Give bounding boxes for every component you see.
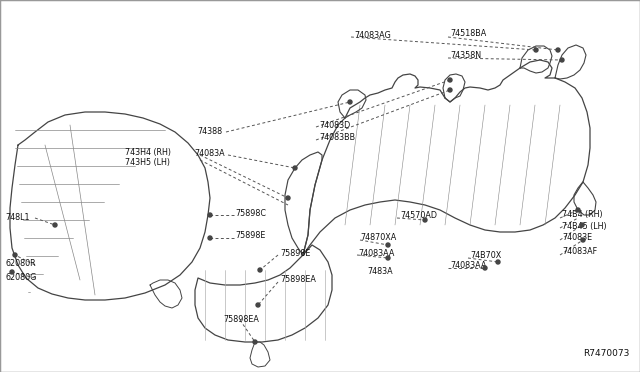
Text: 74518BA: 74518BA bbox=[450, 29, 486, 38]
Circle shape bbox=[348, 100, 352, 104]
Circle shape bbox=[496, 260, 500, 264]
Text: 748L1: 748L1 bbox=[5, 214, 29, 222]
Circle shape bbox=[208, 236, 212, 240]
Text: 74083BB: 74083BB bbox=[319, 134, 355, 142]
Circle shape bbox=[258, 268, 262, 272]
Circle shape bbox=[534, 48, 538, 52]
Circle shape bbox=[256, 303, 260, 307]
Text: 74388: 74388 bbox=[197, 128, 222, 137]
Text: 74B45 (LH): 74B45 (LH) bbox=[562, 221, 607, 231]
Circle shape bbox=[448, 88, 452, 92]
Circle shape bbox=[53, 223, 57, 227]
Circle shape bbox=[286, 196, 290, 200]
Circle shape bbox=[293, 166, 297, 170]
Text: 74083A: 74083A bbox=[195, 148, 225, 157]
Circle shape bbox=[556, 48, 560, 52]
Text: 74083AG: 74083AG bbox=[354, 31, 391, 39]
Text: 74358N: 74358N bbox=[450, 51, 481, 60]
Circle shape bbox=[10, 270, 14, 274]
Text: 7483A: 7483A bbox=[367, 267, 393, 276]
Text: 74B4 (RH): 74B4 (RH) bbox=[562, 211, 603, 219]
Circle shape bbox=[560, 58, 564, 62]
Text: 74083AA: 74083AA bbox=[358, 248, 394, 257]
Text: 743H5 (LH): 743H5 (LH) bbox=[125, 158, 170, 167]
Circle shape bbox=[581, 238, 585, 242]
Text: 62080R: 62080R bbox=[5, 259, 36, 267]
Text: 74083AA: 74083AA bbox=[450, 262, 486, 270]
Circle shape bbox=[208, 213, 212, 217]
Circle shape bbox=[13, 253, 17, 257]
Circle shape bbox=[580, 223, 584, 227]
Circle shape bbox=[253, 340, 257, 344]
Circle shape bbox=[386, 256, 390, 260]
Text: 75898EA: 75898EA bbox=[280, 276, 316, 285]
Text: 75898E: 75898E bbox=[235, 231, 266, 241]
Text: 74870XA: 74870XA bbox=[360, 234, 396, 243]
Circle shape bbox=[423, 218, 427, 222]
Circle shape bbox=[386, 243, 390, 247]
Text: 74570AD: 74570AD bbox=[400, 212, 437, 221]
Text: 74083E: 74083E bbox=[562, 234, 592, 243]
Text: 75898E: 75898E bbox=[280, 248, 310, 257]
Text: 74B70X: 74B70X bbox=[470, 251, 501, 260]
Circle shape bbox=[483, 266, 487, 270]
Circle shape bbox=[576, 208, 580, 212]
Text: 74083AF: 74083AF bbox=[562, 247, 597, 257]
Circle shape bbox=[448, 78, 452, 82]
Text: R7470073: R7470073 bbox=[584, 349, 630, 358]
Text: 75898EA: 75898EA bbox=[223, 315, 259, 324]
Text: 74083D: 74083D bbox=[319, 121, 350, 129]
Text: 62080G: 62080G bbox=[5, 273, 36, 282]
Text: 75898C: 75898C bbox=[235, 208, 266, 218]
Text: 743H4 (RH): 743H4 (RH) bbox=[125, 148, 171, 157]
